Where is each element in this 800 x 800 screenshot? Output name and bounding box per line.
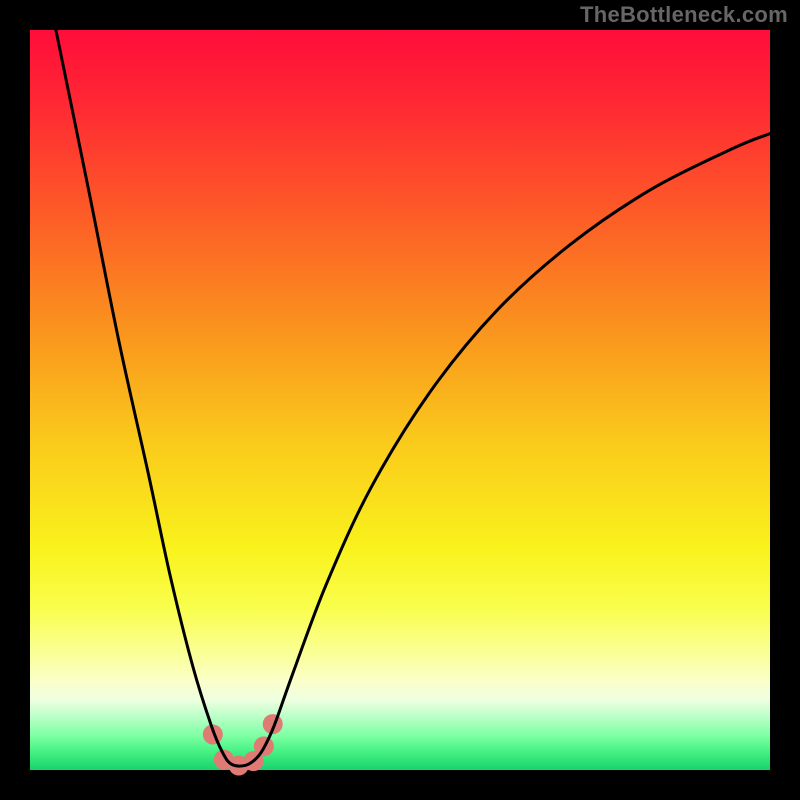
chart-stage: TheBottleneck.com [0,0,800,800]
bottleneck-chart [0,0,800,800]
gradient-background [30,30,770,770]
watermark-text: TheBottleneck.com [580,2,788,28]
